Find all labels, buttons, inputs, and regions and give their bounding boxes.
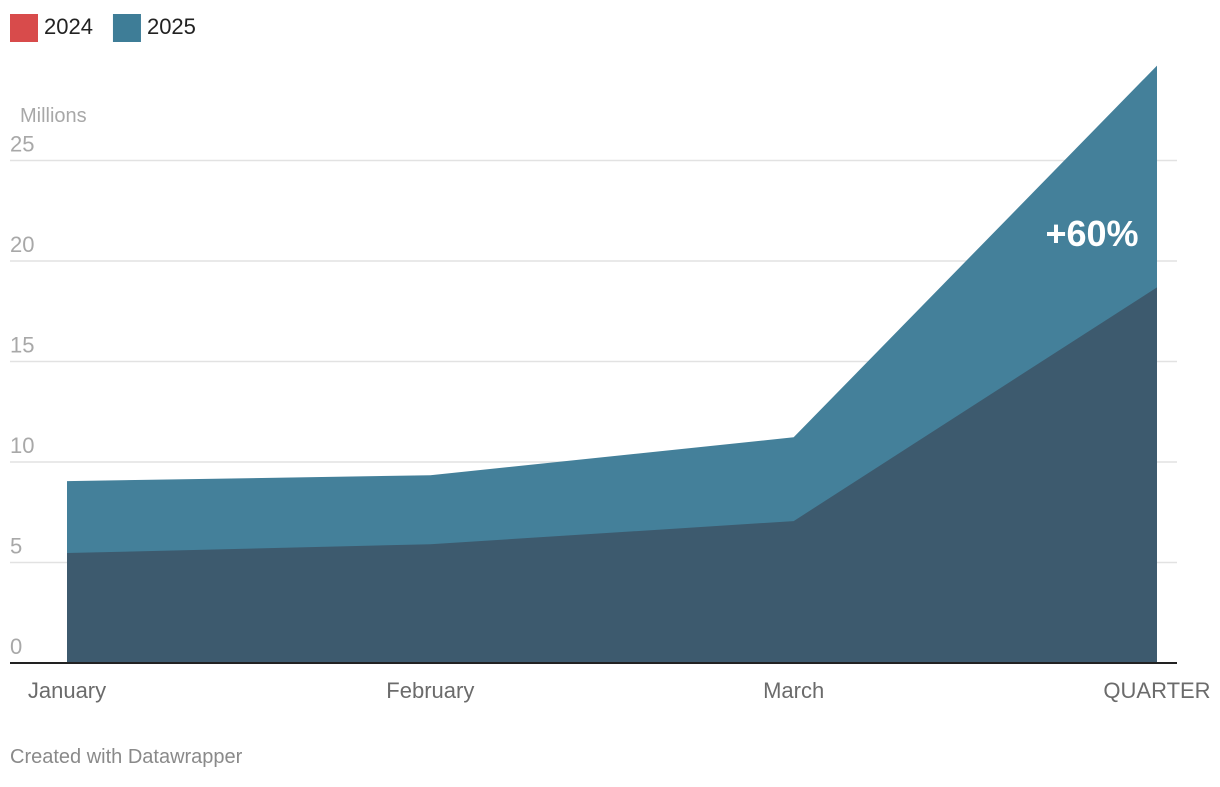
legend-label: 2024 (44, 14, 93, 39)
y-tick-label: 0 (10, 634, 22, 659)
axis-unit-label: Millions (20, 105, 87, 127)
legend-swatch (112, 14, 141, 42)
legend-swatch (10, 14, 38, 42)
y-tick-label: 10 (10, 433, 34, 458)
footer: Created with Datawrapper (10, 746, 243, 768)
annotation: +60% (1045, 213, 1138, 254)
x-tick-label: January (28, 678, 106, 703)
y-tick-label: 5 (10, 534, 22, 559)
y-tick-label: 15 (10, 333, 34, 358)
x-tick-label: QUARTER (1103, 678, 1210, 703)
y-tick-label: 25 (10, 132, 34, 157)
x-tick-label: February (386, 678, 474, 703)
area (67, 287, 1157, 663)
legend-label: 2025 (147, 14, 196, 39)
x-tick-label: March (763, 678, 824, 703)
y-tick-label: 20 (10, 232, 34, 257)
